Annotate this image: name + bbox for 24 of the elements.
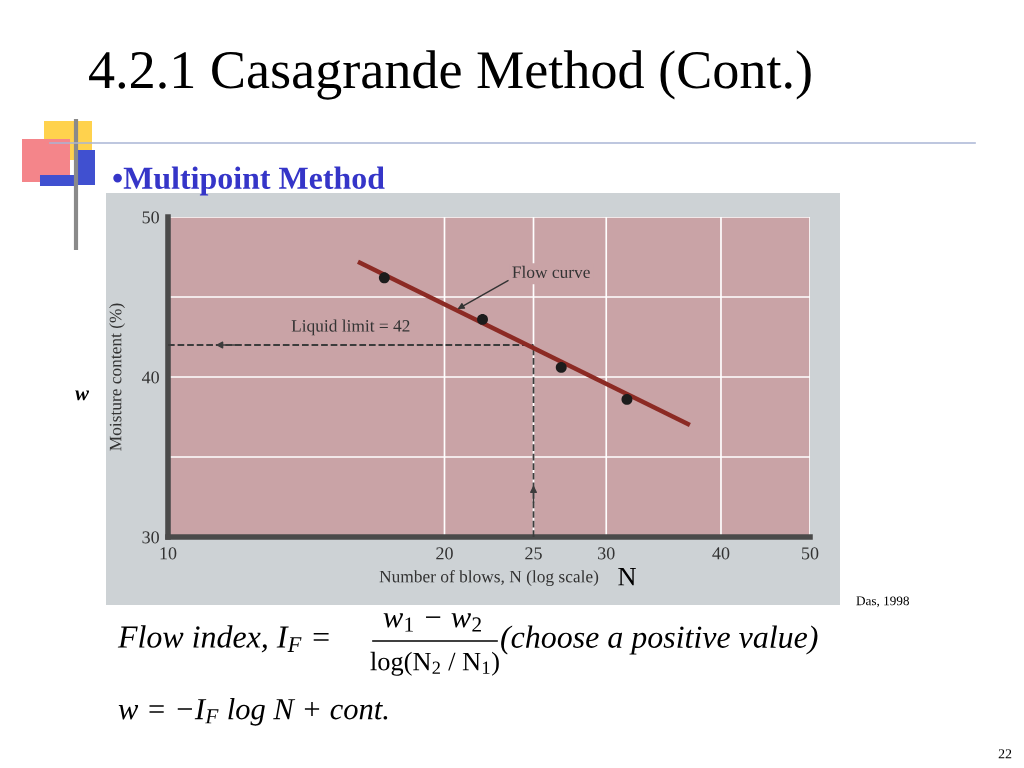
x-tick-label: 50 (802, 547, 819, 560)
y-tick-label: 40 (141, 371, 159, 384)
x-axis-title: Number of blows, N (log scale) (379, 570, 599, 587)
x-tick-label: 40 (712, 547, 730, 560)
y-axis-title: Moisture content (%) (109, 303, 125, 451)
y-tick-label: 50 (142, 211, 159, 224)
y-tick-label: 30 (142, 531, 159, 544)
text: 22 (998, 749, 1012, 759)
text: w$_{1}$ − w$_{2}$ (383, 613, 481, 632)
text: Das, 1998 (856, 596, 909, 608)
text: Flow index, I$_{F}$ = (117, 625, 329, 653)
text: (choose a positive value) (501, 625, 818, 655)
x-tick-label: 10 (160, 547, 177, 560)
text: w (75, 390, 90, 401)
x-tick-label: 20 (436, 547, 453, 560)
ref-line-label: Liquid limit = 42 (291, 319, 410, 336)
chart-title: 4.2.1 Casagrande Method (Cont.) (89, 50, 811, 100)
text: N (618, 568, 636, 586)
x-tick-label: 25 (525, 547, 542, 560)
annotation: Flow curve (512, 265, 590, 279)
chart-subtitle: •Multipoint Method (113, 166, 385, 196)
x-tick-label: 30 (598, 547, 615, 560)
text: log(N$_{2}$ / N$_{1}$) (370, 651, 499, 676)
text: w = −I$_{F}$ log N + cont. (118, 697, 388, 726)
